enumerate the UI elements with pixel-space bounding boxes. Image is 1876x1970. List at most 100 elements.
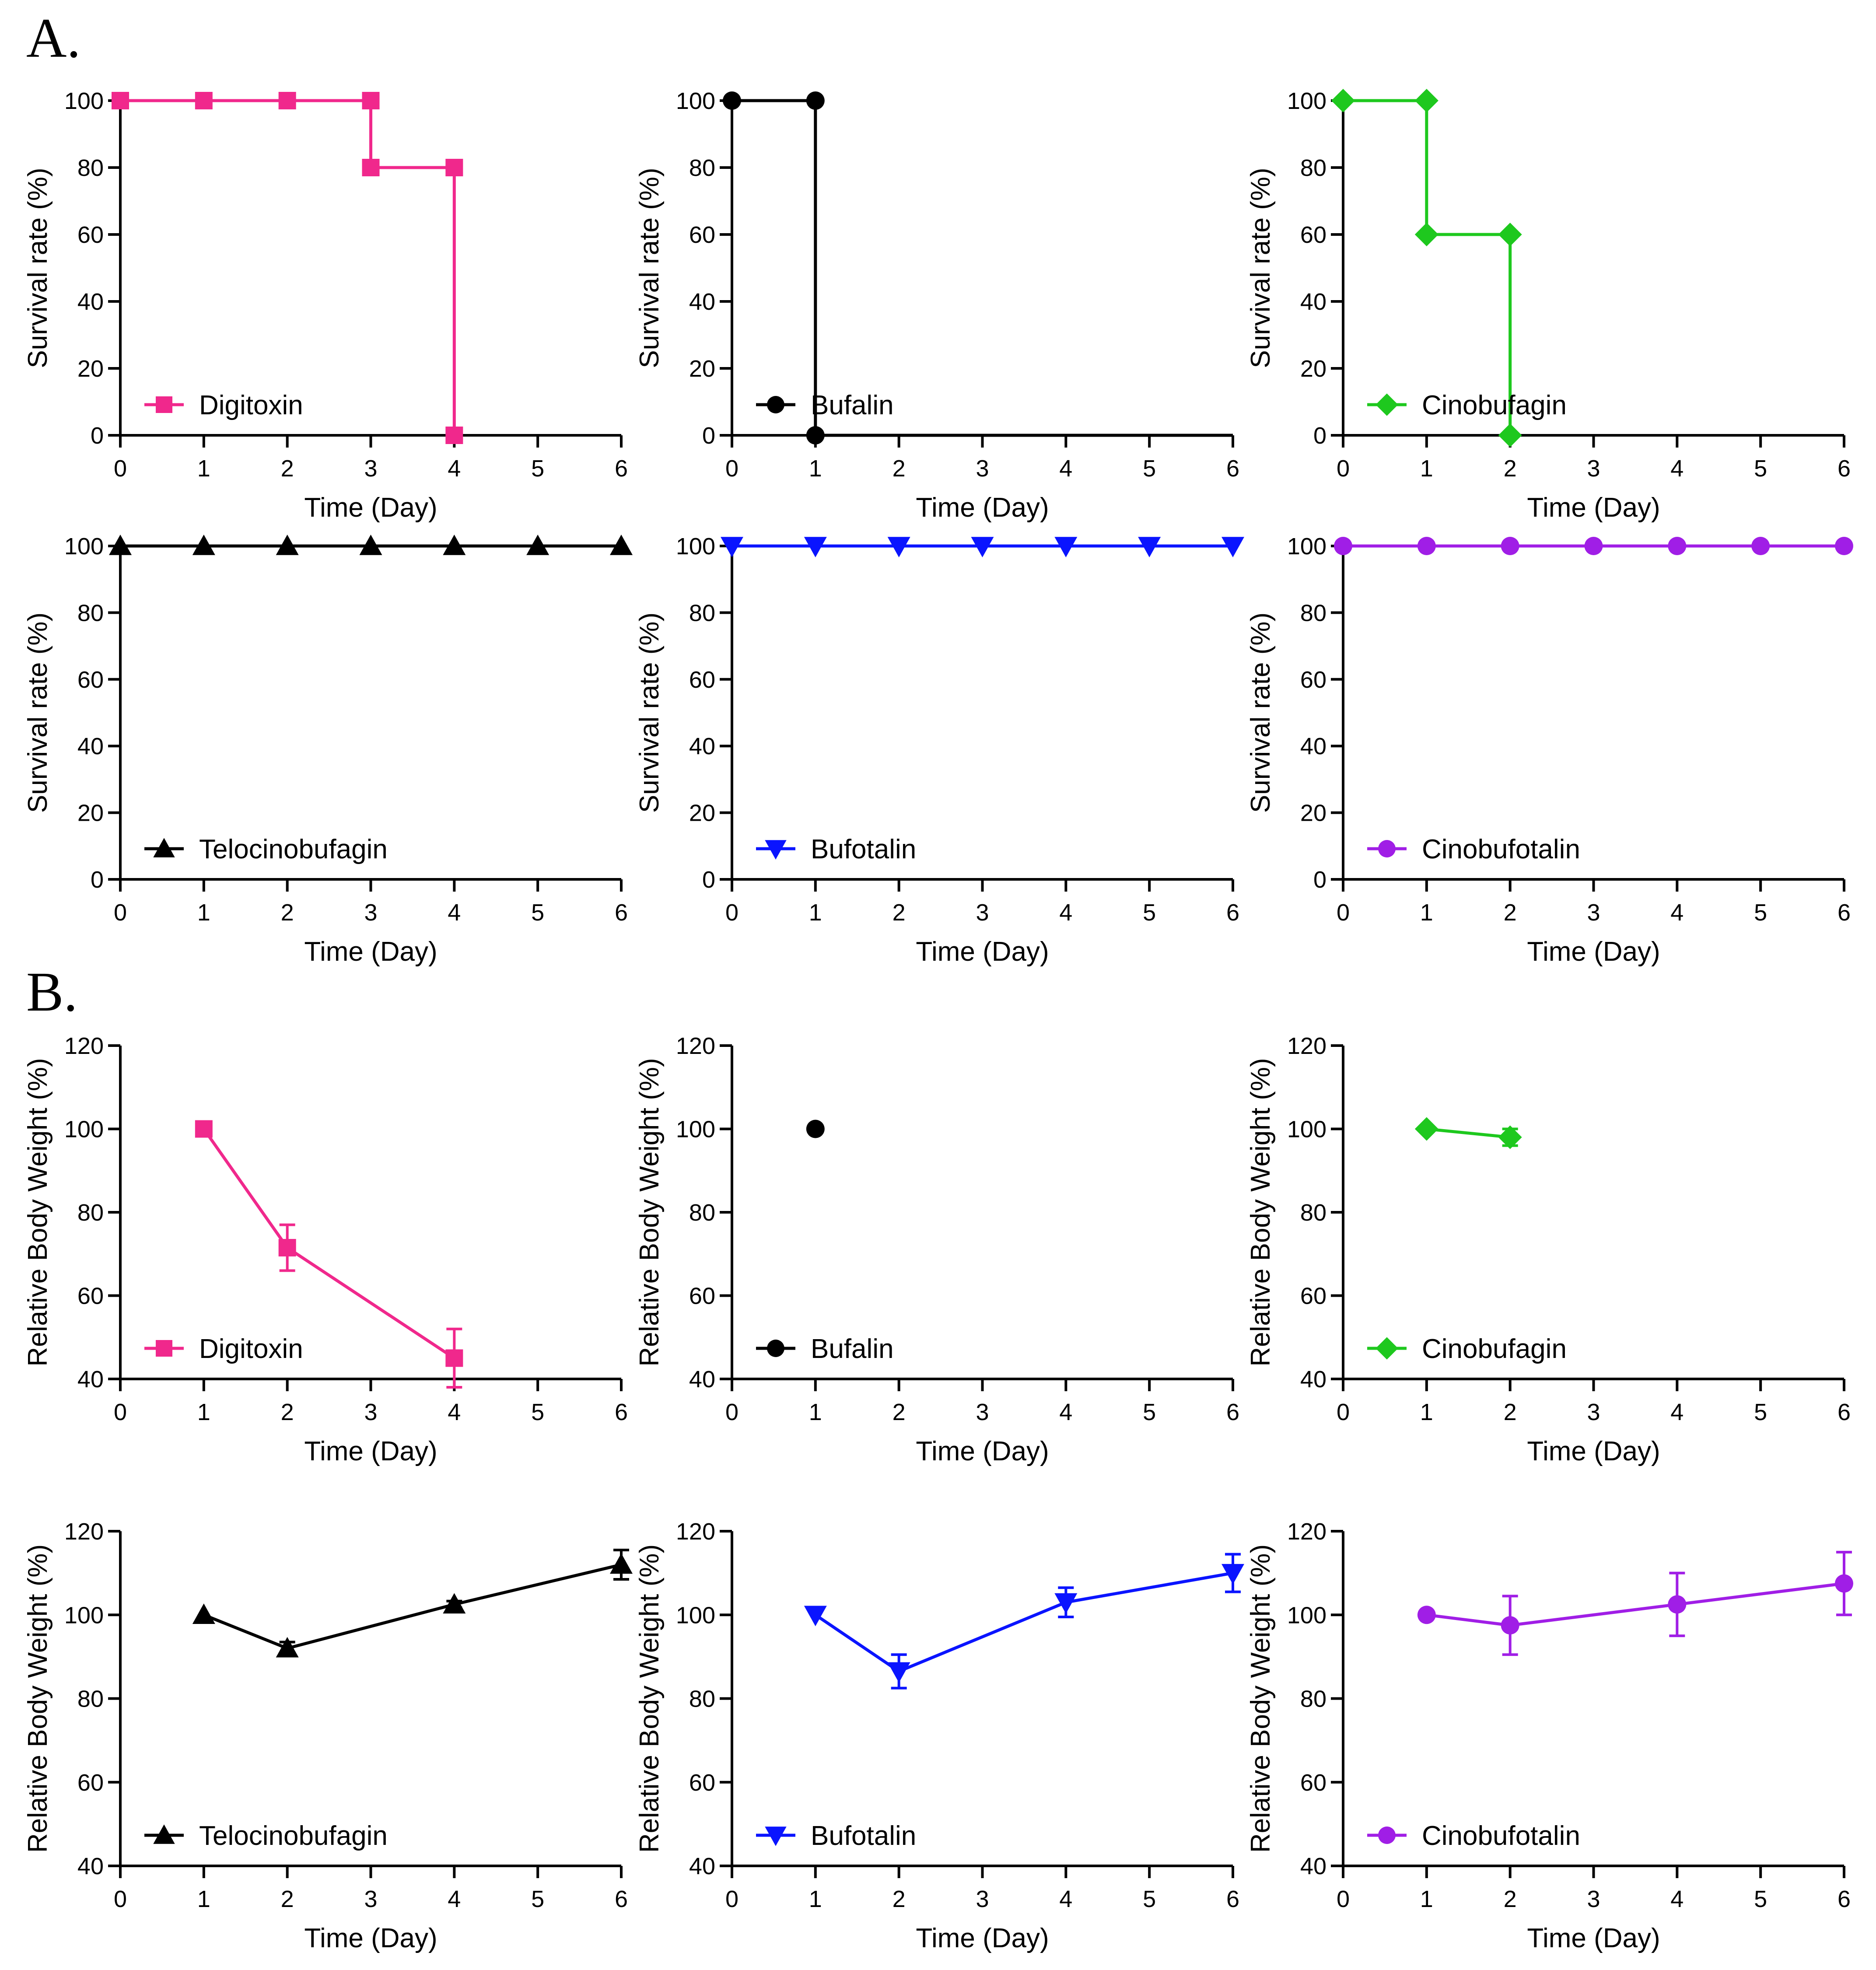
x-tick-label: 2	[1504, 1399, 1517, 1425]
y-tick-label: 100	[1287, 1602, 1326, 1628]
legend-label: Telocinobufagin	[199, 1821, 388, 1851]
x-tick-label: 6	[1838, 1886, 1851, 1912]
series-line	[202, 1128, 455, 1360]
series-line	[732, 99, 1233, 437]
x-tick-label: 5	[1754, 1399, 1767, 1425]
data-point	[806, 91, 825, 110]
legend-marker	[153, 838, 175, 857]
x-tick-label: 5	[1754, 899, 1767, 926]
x-tick-label: 6	[1226, 899, 1239, 926]
data-point	[443, 535, 466, 555]
x-tick-label: 6	[1838, 1399, 1851, 1425]
data-point	[443, 1593, 466, 1614]
data-point	[1498, 1125, 1522, 1149]
x-tick-label: 4	[1059, 1399, 1072, 1425]
x-tick-label: 3	[364, 455, 377, 482]
x-tick-label: 2	[281, 1886, 294, 1912]
y-tick-label: 40	[689, 1366, 715, 1393]
data-point	[1498, 423, 1522, 447]
data-point	[1414, 1117, 1438, 1141]
data-point	[192, 535, 215, 555]
x-tick-label: 4	[448, 1399, 461, 1425]
y-axis-label: Relative Body Weight (%)	[23, 1058, 53, 1366]
y-tick-label: 0	[1313, 867, 1326, 893]
data-point	[1668, 1595, 1687, 1614]
legend-label: Digitoxin	[199, 390, 303, 420]
y-tick-label: 60	[1300, 1770, 1326, 1796]
data-point	[276, 535, 299, 555]
y-tick-label: 100	[676, 1602, 715, 1628]
x-tick-label: 2	[281, 1399, 294, 1425]
legend-label: Bufotalin	[811, 1821, 916, 1851]
x-tick-label: 1	[197, 899, 210, 926]
x-tick-label: 0	[114, 1399, 127, 1425]
y-tick-label: 20	[77, 356, 104, 382]
y-tick-label: 80	[77, 1686, 104, 1712]
x-axis-label: Time (Day)	[916, 493, 1049, 523]
legend-label: Cinobufagin	[1422, 1334, 1567, 1364]
x-tick-label: 5	[1143, 455, 1156, 482]
x-tick-label: 6	[1226, 1399, 1239, 1425]
data-point	[1835, 537, 1853, 555]
y-axis-label: Relative Body Weight (%)	[1246, 1058, 1276, 1366]
data-point	[610, 535, 633, 555]
data-point	[971, 537, 994, 557]
x-tick-label: 2	[1504, 899, 1517, 926]
data-point	[1668, 537, 1687, 555]
data-point	[1138, 537, 1161, 557]
x-tick-label: 1	[809, 455, 822, 482]
x-axis-label: Time (Day)	[304, 937, 437, 967]
chart-b-bufotalin: 0 1 2 3 4 5 6 40 60 80 100 120 Time (Day) Relative Bo…	[634, 1519, 1244, 1953]
x-tick-label: 4	[448, 1886, 461, 1912]
data-point	[445, 159, 463, 176]
y-axis-label: Survival rate (%)	[1246, 168, 1276, 368]
y-tick-label: 60	[1300, 222, 1326, 248]
x-tick-label: 0	[1337, 1399, 1350, 1425]
y-tick-label: 80	[1300, 600, 1326, 626]
y-tick-label: 80	[689, 155, 715, 181]
y-tick-label: 60	[1300, 667, 1326, 693]
data-point	[1835, 1574, 1853, 1593]
x-axis-label: Time (Day)	[916, 1923, 1049, 1953]
x-tick-label: 4	[1059, 1886, 1072, 1912]
y-tick-label: 60	[77, 222, 104, 248]
data-point	[1222, 1564, 1244, 1585]
x-tick-label: 2	[892, 1399, 906, 1425]
x-tick-label: 3	[364, 1399, 377, 1425]
y-tick-label: 0	[702, 867, 715, 893]
y-axis-label: Relative Body Weight (%)	[23, 1544, 53, 1853]
y-tick-label: 20	[1300, 800, 1326, 826]
y-tick-label: 100	[1287, 88, 1326, 114]
y-tick-label: 100	[64, 533, 104, 560]
x-tick-label: 5	[1754, 1886, 1767, 1912]
y-tick-label: 80	[1300, 1686, 1326, 1712]
x-tick-label: 3	[976, 1399, 989, 1425]
x-tick-label: 4	[1059, 455, 1072, 482]
data-point	[445, 427, 463, 444]
y-tick-label: 60	[689, 222, 715, 248]
y-tick-label: 0	[1313, 423, 1326, 449]
data-point	[1331, 89, 1355, 112]
x-tick-label: 0	[1337, 1886, 1350, 1912]
x-tick-label: 2	[281, 455, 294, 482]
x-axis-label: Time (Day)	[1527, 1436, 1660, 1466]
x-tick-label: 0	[725, 455, 738, 482]
y-axis-label: Survival rate (%)	[634, 168, 665, 368]
series-line	[120, 99, 456, 435]
y-axis-label: Survival rate (%)	[23, 168, 53, 368]
x-tick-label: 2	[892, 455, 906, 482]
data-point	[887, 1662, 910, 1683]
y-tick-label: 20	[689, 800, 715, 826]
y-tick-label: 40	[1300, 733, 1326, 759]
x-tick-label: 5	[531, 1399, 544, 1425]
x-tick-label: 5	[1143, 899, 1156, 926]
legend-label: Digitoxin	[199, 1334, 303, 1364]
x-tick-label: 3	[364, 1886, 377, 1912]
legend-marker	[156, 1340, 172, 1357]
data-point	[723, 91, 741, 110]
y-tick-label: 100	[1287, 1116, 1326, 1143]
y-tick-label: 40	[1300, 1366, 1326, 1393]
